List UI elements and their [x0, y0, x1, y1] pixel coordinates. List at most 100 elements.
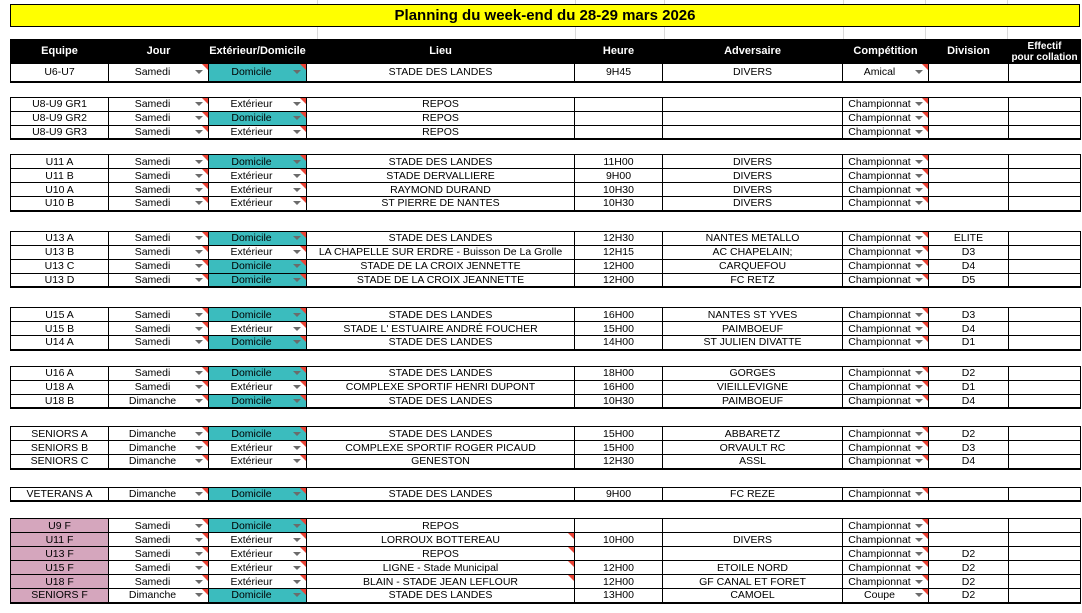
- venue-cell[interactable]: STADE DES LANDES: [306, 335, 575, 351]
- headcount-cell[interactable]: [1008, 321, 1081, 336]
- division-cell[interactable]: D2: [928, 546, 1009, 561]
- day-dropdown[interactable]: Dimanche: [108, 426, 209, 441]
- venue-cell[interactable]: STADE DES LANDES: [306, 230, 575, 246]
- time-cell[interactable]: 15H00: [574, 440, 663, 455]
- day-dropdown[interactable]: Samedi: [108, 63, 209, 83]
- home-away-dropdown[interactable]: Extérieur: [208, 574, 307, 589]
- venue-cell[interactable]: LIGNE - Stade Municipal: [306, 560, 575, 575]
- dropdown-arrow-icon[interactable]: [195, 565, 203, 570]
- headcount-cell[interactable]: [1008, 393, 1081, 409]
- day-dropdown[interactable]: Dimanche: [108, 486, 209, 502]
- dropdown-arrow-icon[interactable]: [915, 579, 923, 584]
- headcount-cell[interactable]: [1008, 560, 1081, 575]
- dropdown-arrow-icon[interactable]: [915, 264, 923, 268]
- division-cell[interactable]: D3: [928, 307, 1009, 322]
- dropdown-arrow-icon[interactable]: [915, 187, 923, 192]
- division-cell[interactable]: [928, 168, 1009, 183]
- team-cell[interactable]: U14 A: [10, 335, 109, 351]
- venue-cell[interactable]: STADE DES LANDES: [306, 307, 575, 322]
- venue-cell[interactable]: REPOS: [306, 546, 575, 561]
- competition-dropdown[interactable]: Championnat: [842, 365, 929, 381]
- day-dropdown[interactable]: Samedi: [108, 560, 209, 575]
- division-cell[interactable]: [928, 96, 1009, 112]
- dropdown-arrow-icon[interactable]: [293, 70, 301, 75]
- time-cell[interactable]: 16H00: [574, 307, 663, 322]
- venue-cell[interactable]: REPOS: [306, 518, 575, 533]
- dropdown-arrow-icon[interactable]: [293, 312, 301, 317]
- division-cell[interactable]: [928, 63, 1009, 83]
- venue-cell[interactable]: BLAIN - STADE JEAN LEFLOUR: [306, 574, 575, 589]
- venue-cell[interactable]: GENESTON: [306, 454, 575, 470]
- venue-cell[interactable]: REPOS: [306, 124, 575, 140]
- division-cell[interactable]: D3: [928, 244, 1009, 260]
- dropdown-arrow-icon[interactable]: [195, 491, 203, 496]
- home-away-dropdown[interactable]: Extérieur: [208, 321, 307, 336]
- opponent-cell[interactable]: [662, 518, 843, 533]
- team-cell[interactable]: U15 B: [10, 321, 109, 336]
- headcount-cell[interactable]: [1008, 335, 1081, 351]
- competition-dropdown[interactable]: Championnat: [842, 272, 929, 288]
- dropdown-arrow-icon[interactable]: [915, 385, 923, 389]
- dropdown-arrow-icon[interactable]: [195, 102, 203, 106]
- day-dropdown[interactable]: Samedi: [108, 272, 209, 288]
- day-dropdown[interactable]: Samedi: [108, 307, 209, 322]
- division-cell[interactable]: D2: [928, 574, 1009, 589]
- time-cell[interactable]: 15H00: [574, 426, 663, 441]
- opponent-cell[interactable]: ORVAULT RC: [662, 440, 843, 455]
- time-cell[interactable]: 18H00: [574, 365, 663, 381]
- home-away-dropdown[interactable]: Domicile: [208, 426, 307, 441]
- opponent-cell[interactable]: AC CHAPELAIN;: [662, 244, 843, 260]
- headcount-cell[interactable]: [1008, 574, 1081, 589]
- dropdown-arrow-icon[interactable]: [293, 173, 301, 178]
- opponent-cell[interactable]: [662, 110, 843, 126]
- time-cell[interactable]: [574, 518, 663, 533]
- dropdown-arrow-icon[interactable]: [293, 116, 301, 120]
- division-cell[interactable]: D4: [928, 321, 1009, 336]
- time-cell[interactable]: 9H00: [574, 486, 663, 502]
- competition-dropdown[interactable]: Championnat: [842, 230, 929, 246]
- dropdown-arrow-icon[interactable]: [915, 326, 923, 331]
- headcount-cell[interactable]: [1008, 518, 1081, 533]
- venue-cell[interactable]: STADE DES LANDES: [306, 486, 575, 502]
- competition-dropdown[interactable]: Championnat: [842, 244, 929, 260]
- dropdown-arrow-icon[interactable]: [293, 551, 301, 556]
- opponent-cell[interactable]: CAMOEL: [662, 588, 843, 604]
- day-dropdown[interactable]: Samedi: [108, 110, 209, 126]
- opponent-cell[interactable]: DIVERS: [662, 168, 843, 183]
- dropdown-arrow-icon[interactable]: [915, 250, 923, 254]
- team-cell[interactable]: U13 F: [10, 546, 109, 561]
- team-cell[interactable]: U11 F: [10, 532, 109, 547]
- dropdown-arrow-icon[interactable]: [293, 250, 301, 254]
- competition-dropdown[interactable]: Championnat: [842, 379, 929, 395]
- time-cell[interactable]: 9H45: [574, 63, 663, 83]
- time-cell[interactable]: 12H00: [574, 574, 663, 589]
- dropdown-arrow-icon[interactable]: [293, 159, 301, 164]
- dropdown-arrow-icon[interactable]: [915, 129, 923, 134]
- team-cell[interactable]: U18 F: [10, 574, 109, 589]
- time-cell[interactable]: 16H00: [574, 379, 663, 395]
- day-dropdown[interactable]: Samedi: [108, 532, 209, 547]
- team-cell[interactable]: U15 F: [10, 560, 109, 575]
- opponent-cell[interactable]: DIVERS: [662, 182, 843, 197]
- headcount-cell[interactable]: [1008, 307, 1081, 322]
- team-cell[interactable]: U13 A: [10, 230, 109, 246]
- time-cell[interactable]: [574, 96, 663, 112]
- dropdown-arrow-icon[interactable]: [293, 523, 301, 528]
- dropdown-arrow-icon[interactable]: [195, 371, 203, 375]
- dropdown-arrow-icon[interactable]: [195, 537, 203, 542]
- home-away-dropdown[interactable]: Extérieur: [208, 532, 307, 547]
- venue-cell[interactable]: STADE DES LANDES: [306, 426, 575, 441]
- dropdown-arrow-icon[interactable]: [915, 565, 923, 570]
- division-cell[interactable]: [928, 196, 1009, 212]
- division-cell[interactable]: D3: [928, 440, 1009, 455]
- dropdown-arrow-icon[interactable]: [915, 445, 923, 450]
- dropdown-arrow-icon[interactable]: [195, 187, 203, 192]
- competition-dropdown[interactable]: Coupe: [842, 588, 929, 604]
- venue-cell[interactable]: STADE L' ESTUAIRE ANDRÉ FOUCHER: [306, 321, 575, 336]
- dropdown-arrow-icon[interactable]: [915, 523, 923, 528]
- dropdown-arrow-icon[interactable]: [195, 579, 203, 584]
- team-cell[interactable]: U9 F: [10, 518, 109, 533]
- home-away-dropdown[interactable]: Domicile: [208, 307, 307, 322]
- dropdown-arrow-icon[interactable]: [915, 537, 923, 542]
- dropdown-arrow-icon[interactable]: [915, 102, 923, 106]
